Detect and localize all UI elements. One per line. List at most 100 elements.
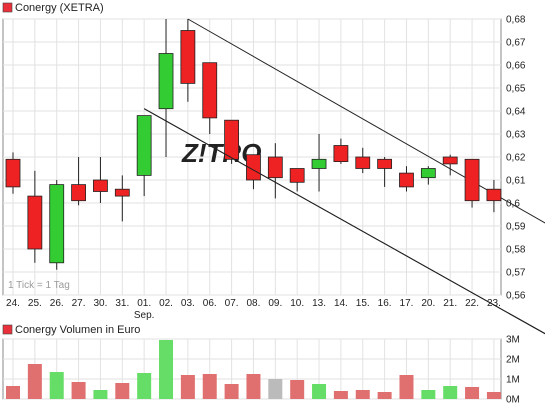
x-axis: 24. 25. 26. 27. 30. 31. 01. 02. 03. 06. 07. 08. 09. 1… <box>6 298 501 309</box>
price-y-tick-label: 0,67 <box>506 38 526 49</box>
candle <box>399 166 414 192</box>
x-tick-label: 03. <box>181 298 195 309</box>
volume-bar <box>93 390 108 399</box>
candle-body <box>49 184 65 264</box>
x-tick-label: 21. <box>443 298 457 309</box>
volume-bar <box>49 372 64 399</box>
candle-body <box>246 154 261 181</box>
price-y-tick-label: 0,68 <box>506 15 526 26</box>
candle <box>289 168 305 192</box>
candle <box>136 115 152 197</box>
candle <box>420 166 436 185</box>
volume-bar <box>312 384 327 399</box>
x-tick-label: 08. <box>247 298 261 309</box>
tick-note: 1 Tick = 1 Tag <box>8 280 70 291</box>
x-tick-label: 30. <box>93 298 107 309</box>
volume-y-tick-label: 0M <box>506 395 520 406</box>
volume-legend-swatch <box>2 324 13 335</box>
candle-body <box>333 145 349 163</box>
candle <box>49 180 65 270</box>
x-tick-label: 15. <box>356 298 370 309</box>
candle <box>27 170 43 263</box>
volume-bars <box>6 340 501 399</box>
volume-bar <box>71 382 86 399</box>
price-y-tick-label: 0,56 <box>506 291 526 302</box>
candle-body <box>27 195 43 250</box>
candle <box>114 175 130 222</box>
candle-body <box>486 188 502 202</box>
price-y-tick-label: 0,61 <box>506 176 526 187</box>
candle <box>158 19 174 157</box>
volume-bar <box>399 375 414 399</box>
price-y-tick-label: 0,65 <box>506 84 526 95</box>
volume-bar <box>246 374 261 399</box>
price-y-tick-label: 0,62 <box>506 153 526 164</box>
candle-body <box>158 53 174 110</box>
x-tick-label: 10. <box>290 298 304 309</box>
candle-body <box>442 156 458 165</box>
x-tick-label: 24. <box>6 298 20 309</box>
candle <box>202 62 218 134</box>
candle-body <box>5 158 21 188</box>
volume-bar <box>159 340 174 399</box>
month-label: Sep. <box>134 310 155 321</box>
candle-body <box>71 184 86 202</box>
x-tick-label: 07. <box>225 298 239 309</box>
x-tick-label: 13. <box>312 298 326 309</box>
candle-body <box>399 172 414 188</box>
candle <box>311 134 327 192</box>
volume-y-axis: 0M 1M 2M 3M <box>506 335 520 406</box>
candle-body <box>355 156 371 169</box>
candle-body <box>93 179 108 192</box>
x-tick-label: 20. <box>421 298 435 309</box>
x-tick-label: 27. <box>72 298 86 309</box>
volume-overlay <box>143 108 545 335</box>
x-tick-label: 09. <box>268 298 282 309</box>
x-tick-label: 14. <box>334 298 348 309</box>
candle-body <box>202 62 218 119</box>
candle <box>267 143 283 199</box>
volume-bar <box>486 392 501 399</box>
candle <box>486 180 502 213</box>
candle <box>71 157 86 206</box>
candle <box>333 138 349 164</box>
candle-body <box>136 115 152 176</box>
x-tick-label: 25. <box>28 298 42 309</box>
volume-bar <box>355 390 370 399</box>
price-y-tick-label: 0,6 <box>506 199 520 210</box>
volume-bar <box>465 387 480 399</box>
volume-bar <box>333 391 348 399</box>
candle-body <box>114 188 130 197</box>
candle <box>93 157 108 203</box>
candle-body <box>420 168 436 179</box>
candle <box>246 154 261 190</box>
volume-bar <box>443 386 458 399</box>
candle <box>5 152 21 194</box>
x-tick-label: 31. <box>115 298 129 309</box>
volume-chart-title: Conergy Volumen in Euro <box>15 324 140 336</box>
candle-body <box>180 30 196 84</box>
volume-bar <box>202 374 217 399</box>
volume-bar <box>268 379 283 399</box>
candle-body <box>464 158 480 202</box>
volume-y-tick-label: 1M <box>506 375 520 386</box>
price-y-tick-label: 0,64 <box>506 107 526 118</box>
price-y-axis: 0,56 0,57 0,58 0,59 0,6 0,61 0,62 0,63 0,64 0,65 0… <box>506 15 526 302</box>
price-y-tick-label: 0,58 <box>506 245 526 256</box>
candle <box>442 154 458 176</box>
volume-bar <box>6 386 20 399</box>
volume-y-tick-label: 2M <box>506 355 520 366</box>
volume-bar <box>180 375 195 399</box>
volume-bar <box>115 383 130 399</box>
candle <box>355 147 371 174</box>
candle-body <box>267 156 283 179</box>
volume-bar <box>290 380 305 399</box>
volume-bar <box>377 392 392 399</box>
price-y-tick-label: 0,63 <box>506 130 526 141</box>
x-tick-label: 01. <box>137 298 151 309</box>
price-chart-title: Conergy (XETRA) <box>15 2 104 14</box>
candle-body <box>311 158 327 169</box>
volume-y-tick-label: 3M <box>506 335 520 346</box>
price-legend-swatch <box>2 2 13 13</box>
